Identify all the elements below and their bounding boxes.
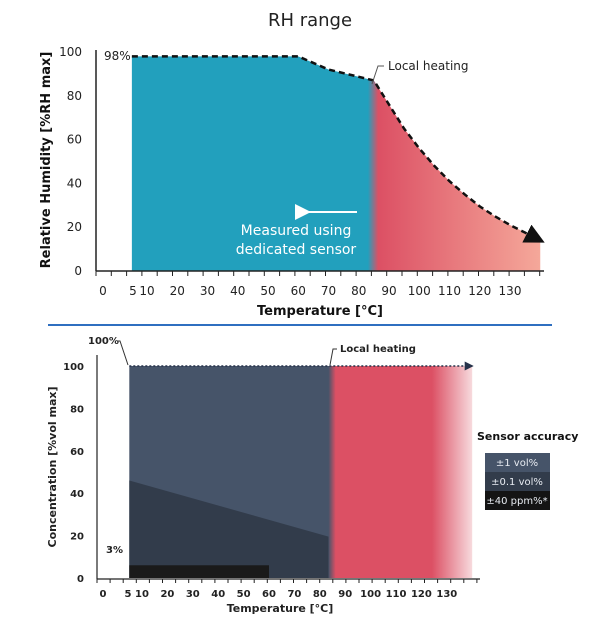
x-tick-label: 0 — [99, 284, 107, 298]
max-label: 98% — [104, 49, 131, 63]
x-tick-label: 40 — [230, 284, 245, 298]
x-tick-label: 30 — [200, 284, 215, 298]
chart-title: RH range — [268, 10, 352, 31]
rh-range-chart: RH range 0 5 10 20 30 40 50 60 70 80 90 100 110 120 13… — [39, 10, 545, 319]
legend-item-label: ±0.1 vol% — [491, 477, 543, 488]
x-tick-label: 70 — [321, 284, 336, 298]
x-tick-label: 110 — [438, 284, 461, 298]
y-axis-title: Concentration [%vol max] — [46, 386, 59, 547]
legend-swatch — [485, 491, 550, 510]
x-tick-label: 120 — [468, 284, 491, 298]
y-axis-title: Relative Humidity [%RH max] — [39, 52, 54, 269]
min-label: 3% — [106, 545, 123, 556]
x-tick-label: 10 — [139, 284, 154, 298]
x-tick-label: 20 — [160, 589, 174, 600]
legend-swatch — [485, 453, 550, 472]
x-tick-label: 10 — [135, 589, 149, 600]
y-tick-label: 100 — [59, 45, 82, 59]
area-local-heating — [328, 366, 473, 578]
x-tick-label: 100 — [408, 284, 431, 298]
legend-title: Sensor accuracy — [477, 430, 578, 443]
y-tick-label: 60 — [67, 133, 82, 147]
x-tick-label: 130 — [436, 589, 457, 600]
sensor-accuracy-legend: Sensor accuracy ±1 vol% ±0.1 vol% ±40 ppm%… — [477, 430, 578, 510]
x-tick-label: 50 — [237, 589, 251, 600]
x-tick-label: 40 — [211, 589, 225, 600]
y-tick-label: 0 — [77, 574, 84, 585]
y-tick-label: 80 — [67, 89, 82, 103]
area-measured — [131, 56, 374, 271]
x-tick-label: 30 — [186, 589, 200, 600]
x-axis-title: Temperature [°C] — [227, 602, 334, 615]
x-tick-label: 110 — [386, 589, 407, 600]
area-40-ppm — [129, 565, 269, 578]
legend-item-label: ±1 vol% — [496, 458, 538, 469]
x-tick-label: 5 — [129, 284, 137, 298]
x-tick-label: 0 — [100, 589, 107, 600]
y-tick-label: 20 — [70, 532, 84, 543]
x-axis-title: Temperature [°C] — [257, 304, 383, 319]
area-local-heating — [367, 80, 541, 271]
measured-label-line1: Measured using — [241, 223, 352, 239]
y-tick-label: 100 — [63, 362, 84, 373]
x-tick-label: 120 — [411, 589, 432, 600]
x-tick-label: 60 — [262, 589, 276, 600]
legend-item-label: ±40 ppm%* — [486, 496, 547, 507]
max-leader — [117, 340, 129, 366]
y-tick-label: 60 — [70, 447, 84, 458]
concentration-chart: 0 5 10 20 30 40 50 60 70 80 90 100 110 120 130 0 20 40 60… — [46, 336, 578, 615]
y-tick-label: 40 — [67, 176, 82, 190]
x-tick-label: 80 — [313, 589, 327, 600]
y-tick-label: 80 — [70, 404, 84, 415]
x-tick-label: 60 — [291, 284, 306, 298]
y-tick-label: 20 — [67, 220, 82, 234]
measured-label-line2: dedicated sensor — [236, 242, 357, 258]
y-tick-label: 0 — [74, 264, 82, 278]
y-tick-label: 40 — [70, 489, 84, 500]
x-tick-label: 80 — [351, 284, 366, 298]
local-heating-leader — [329, 348, 337, 366]
max-label: 100% — [88, 336, 119, 347]
x-tick-label: 70 — [287, 589, 301, 600]
x-tick-label: 90 — [338, 589, 352, 600]
local-heating-label: Local heating — [388, 59, 469, 73]
x-tick-label: 90 — [381, 284, 396, 298]
x-tick-label: 50 — [260, 284, 275, 298]
area-0-1-vol — [129, 480, 333, 578]
x-tick-label: 130 — [499, 284, 522, 298]
max-rh-line — [131, 55, 545, 243]
local-heating-leader — [371, 65, 384, 85]
x-tick-label: 100 — [360, 589, 381, 600]
local-heating-label: Local heating — [340, 344, 416, 355]
x-tick-label: 5 — [125, 589, 132, 600]
legend-swatch — [485, 472, 550, 491]
x-tick-label: 20 — [170, 284, 185, 298]
